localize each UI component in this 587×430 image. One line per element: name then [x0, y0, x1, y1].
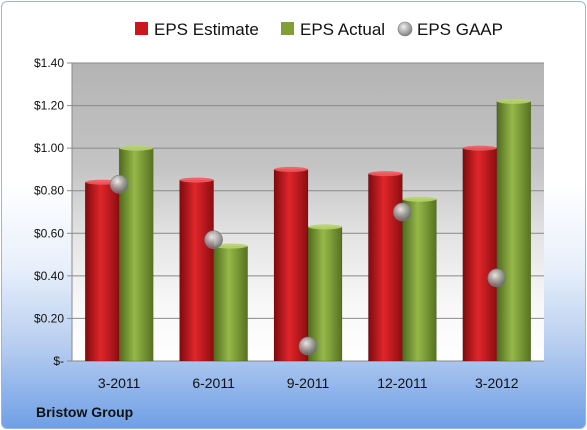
eps-estimate-bar	[84, 181, 120, 362]
x-tick-label: 6-2011	[192, 375, 235, 391]
y-tick-label: $1.40	[34, 56, 64, 70]
legend-label: EPS Estimate	[154, 20, 259, 39]
y-tick-label: $-	[53, 354, 64, 368]
legend-swatch	[281, 22, 294, 35]
eps-gaap-point	[298, 336, 318, 356]
legend-swatch	[397, 21, 413, 37]
legend-label: EPS Actual	[300, 20, 385, 39]
eps-estimate-bar-cap	[179, 177, 214, 183]
legend-label: EPS GAAP	[417, 20, 503, 39]
y-tick-label: $1.00	[34, 141, 64, 155]
x-tick-label: 3-2012	[475, 375, 519, 391]
eps-estimate-bar	[273, 169, 309, 362]
eps-estimate-bar	[462, 147, 498, 362]
eps-actual-bar-cap	[496, 98, 531, 104]
eps-gaap-point	[393, 202, 412, 222]
y-tick-label: $0.60	[34, 226, 64, 240]
eps-estimate-bar-cap	[462, 145, 497, 151]
y-axis-ticks: $- $0.20 $0.40 $0.60 $0.80 $1.00 $1.20 $1.40	[34, 56, 64, 368]
eps-actual-bar-cap	[308, 224, 342, 230]
eps-actual-bar-cap	[213, 243, 248, 249]
eps-gaap-point	[109, 175, 129, 194]
eps-estimate-bar-cap	[368, 171, 403, 177]
eps-actual-bar-cap	[119, 145, 154, 151]
bar-marks	[84, 98, 532, 362]
eps-actual-bar	[402, 198, 437, 362]
eps-gaap-point	[487, 268, 507, 288]
y-tick-label: $1.20	[34, 99, 64, 113]
legend-swatch	[135, 22, 148, 35]
eps-gaap-point	[204, 230, 223, 249]
x-axis-labels: 3-2011 6-2011 9-2011 12-2011 3-2012	[98, 375, 519, 391]
x-tick-label: 9-2011	[287, 375, 330, 391]
y-tick-label: $0.80	[34, 184, 64, 198]
eps-actual-bar-cap	[402, 196, 437, 202]
eps-estimate-bar	[179, 179, 214, 362]
eps-estimate-bar-cap	[274, 166, 308, 172]
gaap-points	[109, 175, 507, 356]
y-tick-label: $0.40	[34, 269, 64, 283]
x-tick-label: 3-2011	[98, 375, 141, 391]
eps-actual-bar	[307, 226, 343, 362]
company-label: Bristow Group	[36, 404, 134, 420]
y-tick-label: $0.20	[34, 311, 64, 325]
x-tick-label: 12-2011	[377, 375, 428, 391]
legend: EPS Estimate EPS Actual EPS GAAP	[135, 20, 503, 39]
eps-actual-bar	[496, 101, 532, 362]
eps-estimate-bar	[368, 173, 403, 362]
eps-actual-bar	[213, 245, 248, 362]
